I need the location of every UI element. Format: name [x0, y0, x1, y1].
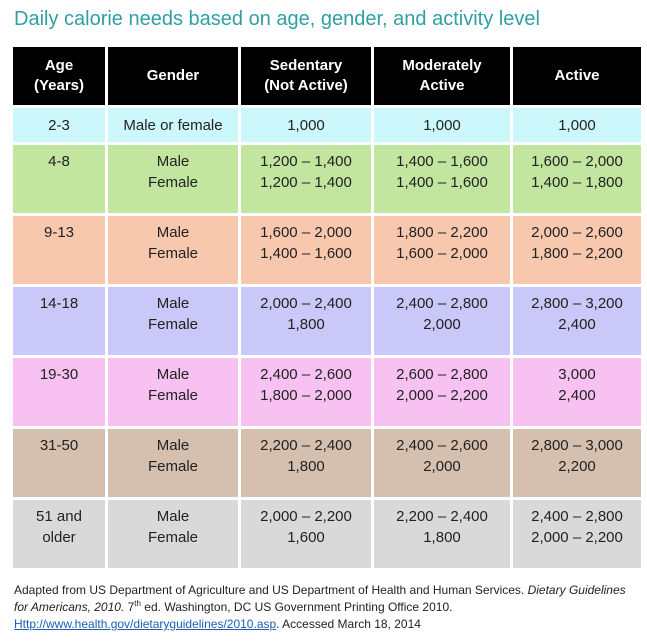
age-cell: 2-3	[13, 108, 105, 142]
table-row: 14-18 Male Female 2,000 – 2,400 1,800 2,400 –…	[13, 287, 641, 355]
header-active: Active	[513, 47, 641, 105]
table-row: 4-8 Male Female 1,200 – 1,400 1,200 – 1,400 1…	[13, 145, 641, 213]
active-cell: 2,400 – 2,800 2,000 – 2,200	[513, 500, 641, 568]
page-title: Daily calorie needs based on age, gender…	[14, 8, 540, 30]
citation-link[interactable]: Http://www.health.gov/dietaryguidelines/…	[14, 617, 277, 631]
sedentary-cell: 2,200 – 2,400 1,800	[241, 429, 371, 497]
header-age: Age (Years)	[13, 47, 105, 105]
header-gender: Gender	[108, 47, 238, 105]
citation-title: Dietary Guidelines for Americans, 2010.	[14, 583, 626, 614]
sedentary-cell: 2,000 – 2,200 1,600	[241, 500, 371, 568]
moderately-active-cell: 2,400 – 2,600 2,000	[374, 429, 510, 497]
gender-cell: Male Female	[108, 287, 238, 355]
sedentary-cell: 1,600 – 2,000 1,400 – 1,600	[241, 216, 371, 284]
sedentary-cell: 1,200 – 1,400 1,200 – 1,400	[241, 145, 371, 213]
age-cell: 9-13	[13, 216, 105, 284]
moderately-active-cell: 2,600 – 2,800 2,000 – 2,200	[374, 358, 510, 426]
gender-cell: Male or female	[108, 108, 238, 142]
header-sedentary: Sedentary (Not Active)	[241, 47, 371, 105]
active-cell: 1,600 – 2,000 1,400 – 1,800	[513, 145, 641, 213]
table-row: 31-50 Male Female 2,200 – 2,400 1,800 2,400 –…	[13, 429, 641, 497]
header-row: Age (Years) Gender Sedentary (Not Active…	[13, 47, 641, 105]
active-cell: 2,800 – 3,200 2,400	[513, 287, 641, 355]
table-row: 2-3 Male or female 1,000 1,000 1,000	[13, 108, 641, 142]
moderately-active-cell: 2,400 – 2,800 2,000	[374, 287, 510, 355]
moderately-active-cell: 1,400 – 1,600 1,400 – 1,600	[374, 145, 510, 213]
calorie-table: Age (Years) Gender Sedentary (Not Active…	[10, 44, 644, 571]
gender-cell: Male Female	[108, 145, 238, 213]
sedentary-cell: 1,000	[241, 108, 371, 142]
table-row: 9-13 Male Female 1,600 – 2,000 1,400 – 1,600…	[13, 216, 641, 284]
gender-cell: Male Female	[108, 429, 238, 497]
gender-cell: Male Female	[108, 216, 238, 284]
age-cell: 31-50	[13, 429, 105, 497]
sedentary-cell: 2,000 – 2,400 1,800	[241, 287, 371, 355]
moderately-active-cell: 1,800 – 2,200 1,600 – 2,000	[374, 216, 510, 284]
age-cell: 19-30	[13, 358, 105, 426]
gender-cell: Male Female	[108, 358, 238, 426]
active-cell: 2,800 – 3,000 2,200	[513, 429, 641, 497]
age-cell: 51 and older	[13, 500, 105, 568]
moderately-active-cell: 1,000	[374, 108, 510, 142]
active-cell: 2,000 – 2,600 1,800 – 2,200	[513, 216, 641, 284]
table-row: 19-30 Male Female 2,400 – 2,600 1,800 – 2,00…	[13, 358, 641, 426]
header-moderately-active: Moderately Active	[374, 47, 510, 105]
table-row: 51 and older Male Female 2,000 – 2,200 1,600 2…	[13, 500, 641, 568]
age-cell: 4-8	[13, 145, 105, 213]
moderately-active-cell: 2,200 – 2,400 1,800	[374, 500, 510, 568]
sedentary-cell: 2,400 – 2,600 1,800 – 2,000	[241, 358, 371, 426]
active-cell: 3,000 2,400	[513, 358, 641, 426]
citation: Adapted from US Department of Agricultur…	[14, 583, 626, 631]
gender-cell: Male Female	[108, 500, 238, 568]
age-cell: 14-18	[13, 287, 105, 355]
active-cell: 1,000	[513, 108, 641, 142]
